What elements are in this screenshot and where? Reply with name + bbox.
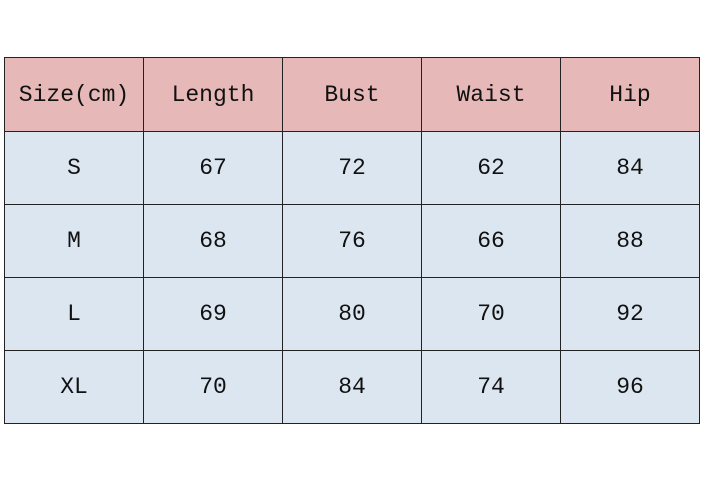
header-length: Length — [143, 57, 283, 132]
cell-waist: 70 — [421, 277, 561, 351]
cell-bust: 76 — [282, 204, 422, 278]
table-row: XL 70 84 74 96 — [4, 350, 700, 424]
cell-waist: 66 — [421, 204, 561, 278]
table-row: L 69 80 70 92 — [4, 277, 700, 351]
header-row: Size(cm) Length Bust Waist Hip — [4, 57, 700, 132]
cell-waist: 74 — [421, 350, 561, 424]
cell-hip: 96 — [560, 350, 700, 424]
cell-size: L — [4, 277, 144, 351]
size-chart-table: Size(cm) Length Bust Waist Hip S 67 72 62 84… — [4, 57, 700, 424]
cell-length: 67 — [143, 131, 283, 205]
cell-size: XL — [4, 350, 144, 424]
cell-length: 70 — [143, 350, 283, 424]
cell-hip: 88 — [560, 204, 700, 278]
cell-length: 69 — [143, 277, 283, 351]
header-bust: Bust — [282, 57, 422, 132]
header-hip: Hip — [560, 57, 700, 132]
cell-hip: 92 — [560, 277, 700, 351]
header-size: Size(cm) — [4, 57, 144, 132]
cell-length: 68 — [143, 204, 283, 278]
cell-hip: 84 — [560, 131, 700, 205]
cell-bust: 84 — [282, 350, 422, 424]
cell-waist: 62 — [421, 131, 561, 205]
cell-size: S — [4, 131, 144, 205]
cell-size: M — [4, 204, 144, 278]
header-waist: Waist — [421, 57, 561, 132]
table-row: S 67 72 62 84 — [4, 131, 700, 205]
table-row: M 68 76 66 88 — [4, 204, 700, 278]
cell-bust: 72 — [282, 131, 422, 205]
cell-bust: 80 — [282, 277, 422, 351]
